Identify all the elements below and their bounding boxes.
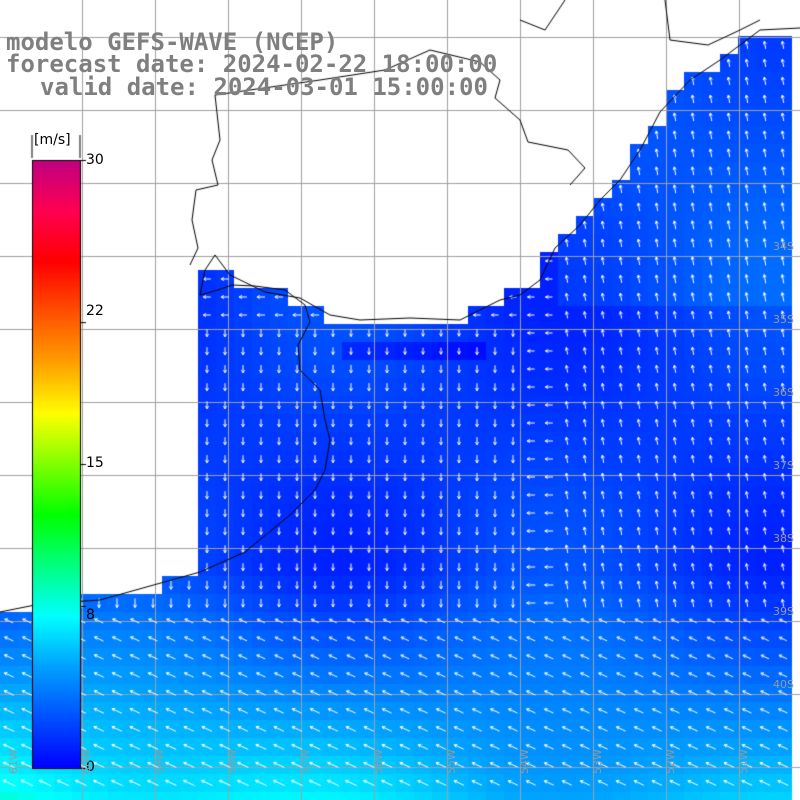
lon-label: 58W: [226, 749, 239, 774]
lon-label: 51W: [737, 749, 750, 774]
lon-label: 57W: [299, 749, 312, 774]
colorbar-tick: 30: [86, 152, 104, 168]
lat-label: 39S: [773, 605, 794, 618]
lon-label: 61W: [7, 749, 20, 774]
lat-label: 36S: [773, 386, 794, 399]
lat-label: 34S: [773, 240, 794, 253]
model-title: modelo GEFS-WAVE (NCEP): [6, 28, 339, 56]
lat-label: 40S: [773, 678, 794, 691]
lon-label: 53W: [591, 749, 604, 774]
colorbar-tick: 0: [86, 759, 95, 775]
lat-label: 38S: [773, 532, 794, 545]
colorbar-unit: [m/s]: [34, 132, 71, 148]
lat-label: 35S: [773, 313, 794, 326]
lon-label: 59W: [153, 749, 166, 774]
lon-label: 56W: [372, 749, 385, 774]
lon-label: 60W: [80, 749, 93, 774]
lon-label: 55W: [445, 749, 458, 774]
colorbar-tick: 8: [86, 607, 95, 623]
lon-label: 54W: [518, 749, 531, 774]
colorbar-tick: 15: [86, 455, 104, 471]
lon-label: 52W: [664, 749, 677, 774]
valid-date: valid date: 2024-03-01 15:00:00: [40, 73, 488, 101]
colorbar-tick: 22: [86, 303, 104, 319]
lat-label: 37S: [773, 459, 794, 472]
forecast-date: forecast date: 2024-02-22 18:00:00: [6, 50, 498, 78]
